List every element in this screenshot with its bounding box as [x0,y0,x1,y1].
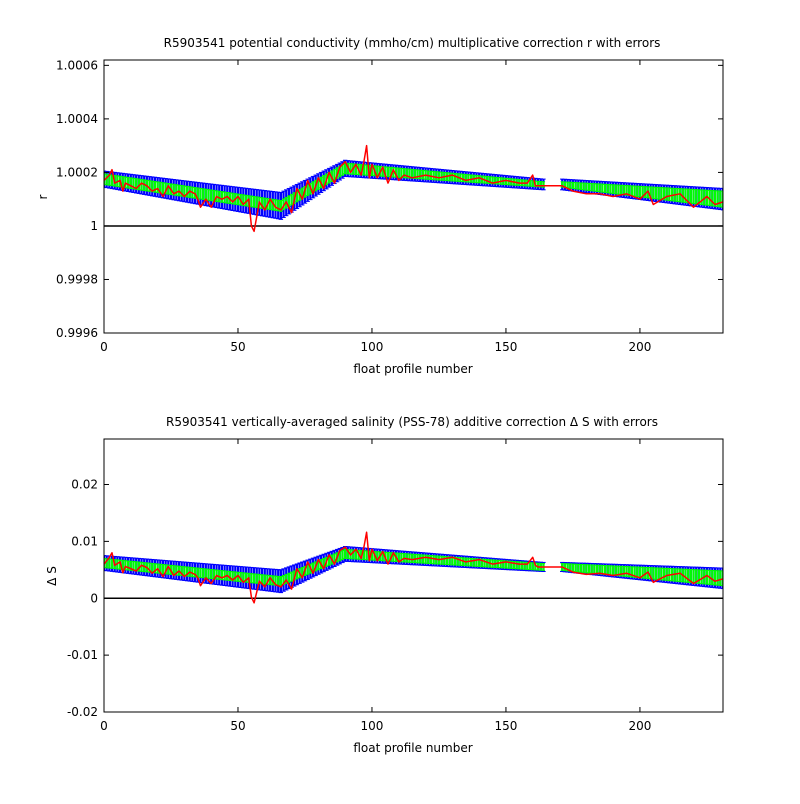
y-axis-label: Δ S [45,566,59,586]
x-tick-label: 100 [361,719,384,733]
y-tick-label: 1.0004 [56,112,98,126]
axes-frame [103,59,724,334]
y-tick-label: 1 [90,219,98,233]
x-tick-label: 150 [494,719,517,733]
y-tick-label: 0.9998 [56,272,98,286]
axes-frame [103,438,724,713]
chart-title: R5903541 vertically-averaged salinity (P… [166,415,658,429]
plot-area [104,531,723,604]
correction-line [104,531,723,604]
correction-line [104,144,723,233]
y-tick-label: 0.01 [71,534,98,548]
inner-error-band-1 [279,548,347,587]
x-tick-label: 0 [100,719,108,733]
chart-title: R5903541 potential conductivity (mmho/cm… [164,36,661,50]
plot-content [104,144,723,233]
x-tick-label: 50 [230,340,245,354]
x-tick-label: 150 [494,340,517,354]
inner-error-band-3 [560,181,723,208]
plot-content [104,531,723,604]
y-tick-label: 0.02 [71,478,98,492]
y-tick-label: -0.01 [67,648,98,662]
y-axis-label: r [36,194,50,199]
x-tick-label: 0 [100,340,108,354]
y-tick-label: 1.0006 [56,58,98,72]
y-tick-label: -0.02 [67,705,98,719]
x-tick-label: 100 [361,340,384,354]
x-axis-label: float profile number [353,362,472,376]
axis-ticks: 0 50 100 150 200 -0.02 -0.01 0 0.01 0.02 [67,439,723,733]
x-axis-label: float profile number [353,741,472,755]
axis-ticks: 0 50 100 150 200 0.9996 0.9998 1 1.0002 1.0004 1.0… [56,58,723,354]
y-tick-label: 1.0002 [56,165,98,179]
y-tick-label: 0.9996 [56,326,98,340]
conductivity-correction-panel: R5903541 potential conductivity (mmho/cm… [36,36,724,376]
x-tick-label: 200 [628,340,651,354]
x-tick-label: 50 [230,719,245,733]
y-tick-label: 0 [90,591,98,605]
salinity-correction-panel: R5903541 vertically-averaged salinity (P… [45,415,724,755]
plot-area [104,144,723,233]
x-tick-label: 200 [628,719,651,733]
